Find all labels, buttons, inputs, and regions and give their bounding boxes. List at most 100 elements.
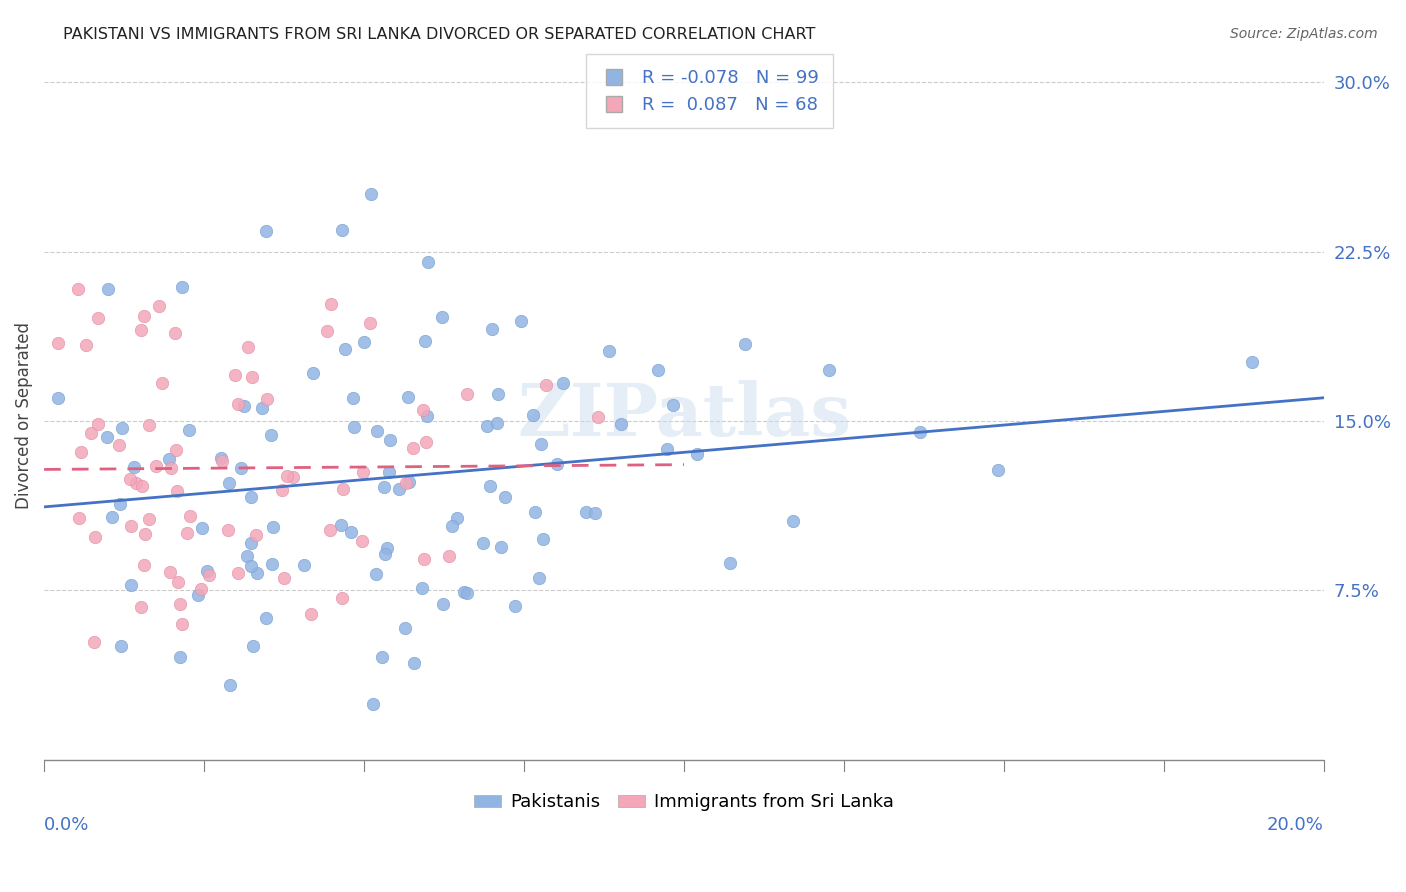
Point <box>586 409 609 424</box>
Point <box>211 454 233 468</box>
Point <box>240 369 263 384</box>
Point <box>817 363 839 377</box>
Point <box>108 437 131 451</box>
Point <box>166 443 188 458</box>
Point <box>360 187 382 202</box>
Point <box>329 518 352 533</box>
Point <box>598 344 620 359</box>
Point <box>987 463 1010 477</box>
Point <box>100 509 122 524</box>
Point <box>319 297 342 311</box>
Point <box>179 423 201 437</box>
Point <box>169 597 191 611</box>
Point <box>446 511 468 525</box>
Point <box>283 470 305 484</box>
Y-axis label: Divorced or Separated: Divorced or Separated <box>15 322 32 508</box>
Point <box>686 447 709 461</box>
Point <box>546 458 568 472</box>
Point <box>226 566 249 581</box>
Point <box>138 418 160 433</box>
Point <box>145 458 167 473</box>
Point <box>529 571 551 585</box>
Point <box>647 363 669 377</box>
Point <box>262 557 284 571</box>
Point <box>366 425 388 439</box>
Point <box>166 484 188 499</box>
Point <box>163 326 186 340</box>
Point <box>411 581 433 595</box>
Point <box>69 445 91 459</box>
Point <box>398 475 420 489</box>
Point <box>523 505 546 519</box>
Text: PAKISTANI VS IMMIGRANTS FROM SRI LANKA DIVORCED OR SEPARATED CORRELATION CHART: PAKISTANI VS IMMIGRANTS FROM SRI LANKA D… <box>63 27 815 42</box>
Point <box>46 391 69 405</box>
Point <box>67 511 90 525</box>
Point <box>240 536 263 550</box>
Point <box>551 376 574 391</box>
Point <box>456 586 478 600</box>
Point <box>505 599 527 614</box>
Point <box>166 574 188 589</box>
Point <box>187 588 209 602</box>
Point <box>111 421 134 435</box>
Point <box>350 533 373 548</box>
Point <box>378 465 401 479</box>
Point <box>190 582 212 596</box>
Point <box>262 520 284 534</box>
Point <box>150 376 173 391</box>
Point <box>416 409 439 423</box>
Point <box>80 426 103 441</box>
Point <box>782 514 804 528</box>
Point <box>138 511 160 525</box>
Point <box>662 398 685 412</box>
Point <box>97 282 120 296</box>
Point <box>238 340 260 354</box>
Point <box>475 418 498 433</box>
Point <box>134 558 156 572</box>
Point <box>332 482 354 496</box>
Point <box>1240 354 1263 368</box>
Point <box>129 323 152 337</box>
Point <box>494 490 516 504</box>
Point <box>226 397 249 411</box>
Point <box>250 401 273 416</box>
Legend: Pakistanis, Immigrants from Sri Lanka: Pakistanis, Immigrants from Sri Lanka <box>467 786 901 819</box>
Point <box>440 519 463 533</box>
Point <box>83 530 105 544</box>
Point <box>655 442 678 456</box>
Point <box>233 399 256 413</box>
Point <box>394 621 416 635</box>
Point <box>412 403 434 417</box>
Point <box>453 585 475 599</box>
Point <box>176 526 198 541</box>
Point <box>380 434 402 448</box>
Point <box>609 417 631 431</box>
Point <box>718 557 741 571</box>
Point <box>361 697 384 711</box>
Text: ZIPatlas: ZIPatlas <box>517 380 851 450</box>
Point <box>486 416 509 430</box>
Point <box>418 255 440 269</box>
Point <box>388 483 411 497</box>
Point <box>734 337 756 351</box>
Point <box>157 452 180 467</box>
Point <box>522 408 544 422</box>
Point <box>330 223 353 237</box>
Point <box>301 366 323 380</box>
Point <box>402 441 425 455</box>
Point <box>235 549 257 564</box>
Point <box>170 617 193 632</box>
Point <box>299 607 322 622</box>
Point <box>481 321 503 335</box>
Point <box>412 552 434 566</box>
Point <box>218 476 240 491</box>
Point <box>122 460 145 475</box>
Point <box>159 566 181 580</box>
Point <box>83 635 105 649</box>
Point <box>456 386 478 401</box>
Point <box>195 565 218 579</box>
Point <box>96 430 118 444</box>
Point <box>276 468 298 483</box>
Point <box>217 523 239 537</box>
Point <box>330 591 353 605</box>
